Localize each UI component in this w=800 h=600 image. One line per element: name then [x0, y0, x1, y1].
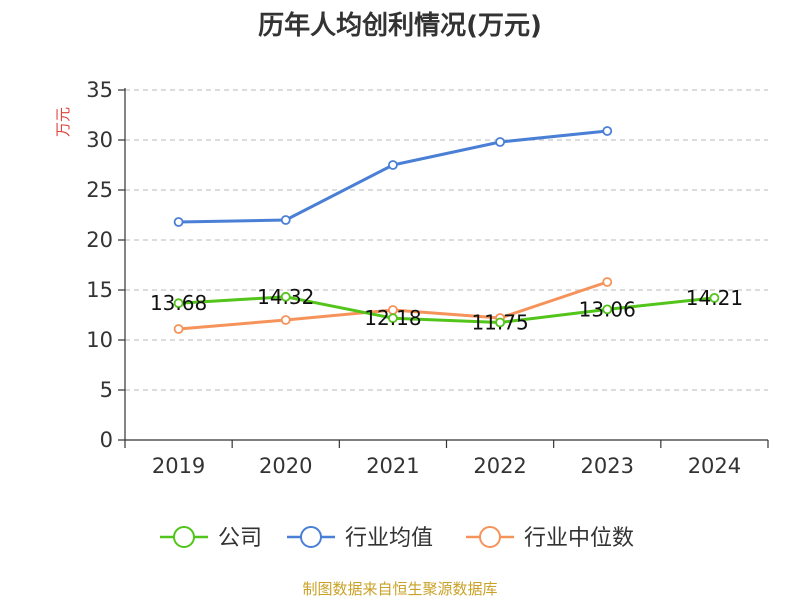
- y-tick-labels: 0 5 10 15 20 25 30 35: [86, 78, 113, 452]
- data-point: [709, 292, 720, 303]
- y-tick-label: 10: [86, 328, 113, 352]
- x-tick-labels: 2019 2020 2021 2022 2023 2024: [152, 454, 741, 478]
- x-tick-label: 2021: [366, 454, 419, 478]
- legend-marker: [479, 526, 501, 548]
- data-point: [388, 313, 398, 324]
- x-tick-label: 2022: [473, 454, 526, 478]
- legend-label: 行业中位数: [524, 526, 634, 551]
- series-line-1: [178, 129, 608, 224]
- data-point: [280, 291, 291, 302]
- data-point: [173, 217, 184, 227]
- data-point: [602, 277, 613, 287]
- legend-marker: [300, 526, 322, 548]
- data-labels: 13.68 14.32 12.18 11.75 13.06 14.21: [150, 285, 743, 335]
- y-tick-label: 20: [86, 228, 113, 252]
- y-tick-label: 30: [86, 128, 113, 152]
- legend-marker: [173, 526, 195, 548]
- y-tick-label: 5: [100, 378, 113, 402]
- x-tick-label: 2020: [259, 454, 312, 478]
- data-point: [495, 317, 505, 328]
- data-label: 14.32: [257, 285, 314, 309]
- data-label: 12.18: [364, 306, 421, 330]
- data-point: [388, 160, 398, 170]
- data-point: [602, 126, 613, 136]
- source-note: 制图数据来自恒生聚源数据库: [302, 580, 497, 598]
- x-tick-label: 2019: [152, 454, 205, 478]
- data-point: [173, 324, 184, 334]
- data-label: 11.75: [471, 311, 528, 335]
- data-label: 14.21: [686, 286, 743, 310]
- y-tick-label: 15: [86, 278, 113, 302]
- legend-label: 公司: [218, 526, 262, 551]
- series-lines: [173, 126, 720, 334]
- data-point: [280, 315, 291, 325]
- data-point: [173, 298, 184, 309]
- y-tick-label: 25: [86, 178, 113, 202]
- data-point: [495, 137, 505, 147]
- data-label: 13.68: [150, 291, 207, 315]
- x-tick-label: 2023: [581, 454, 634, 478]
- x-tick-label: 2024: [688, 454, 741, 478]
- data-label: 13.06: [579, 297, 636, 321]
- y-axis-label: 万元: [54, 107, 72, 137]
- data-point: [280, 215, 291, 225]
- legend-label: 行业均值: [345, 526, 433, 551]
- axes: [118, 88, 769, 448]
- y-tick-label: 35: [86, 78, 113, 102]
- data-point: [602, 304, 613, 315]
- series-line-0: [178, 295, 715, 324]
- gridlines: [125, 89, 768, 391]
- legend: 公司 行业均值 行业中位数: [160, 526, 634, 551]
- chart-title: 历年人均创利情况(万元): [258, 10, 542, 41]
- y-tick-label: 0: [100, 428, 113, 452]
